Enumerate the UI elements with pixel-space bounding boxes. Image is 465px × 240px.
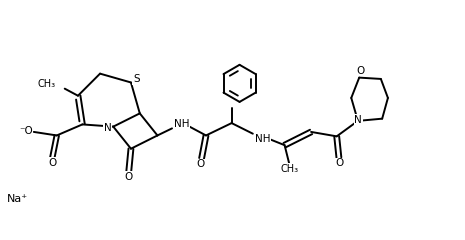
Text: O: O	[125, 172, 133, 182]
Text: O: O	[197, 159, 205, 169]
Text: O: O	[356, 66, 364, 76]
Text: ⁻O: ⁻O	[19, 126, 33, 136]
Text: N: N	[354, 114, 362, 125]
Text: CH₃: CH₃	[281, 164, 299, 174]
Text: N: N	[104, 122, 112, 132]
Text: NH: NH	[255, 134, 270, 144]
Text: CH₃: CH₃	[38, 79, 56, 89]
Text: O: O	[48, 158, 56, 168]
Text: NH: NH	[174, 119, 189, 129]
Text: Na⁺: Na⁺	[7, 194, 28, 204]
Text: O: O	[336, 158, 344, 168]
Text: S: S	[133, 74, 140, 84]
